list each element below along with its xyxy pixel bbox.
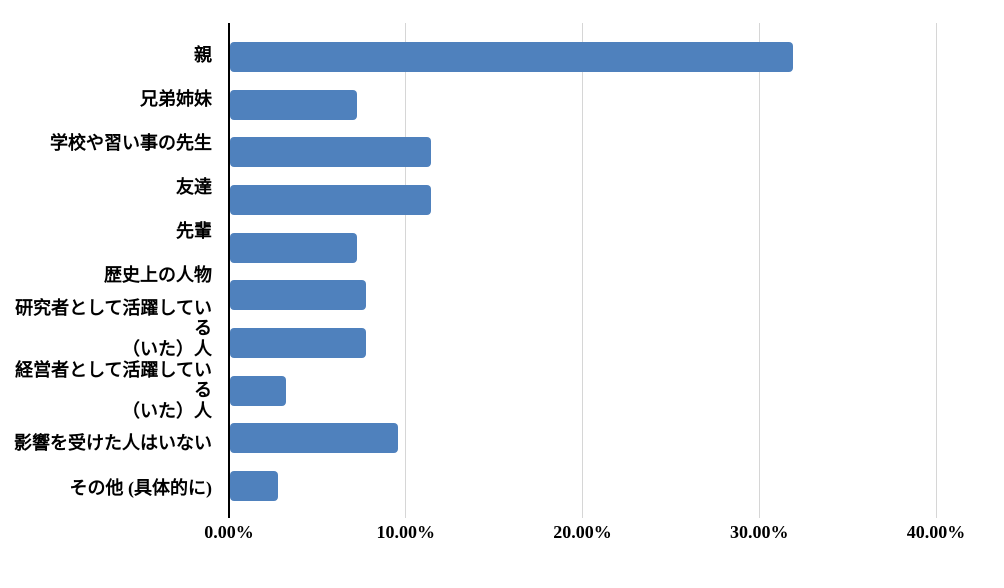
bar <box>230 423 398 454</box>
bar <box>230 375 287 406</box>
category-label: 影響を受けた人はいない <box>14 433 212 454</box>
category-label: 歴史上の人物 <box>104 265 212 286</box>
bar <box>230 280 366 311</box>
bar <box>230 232 358 263</box>
bar-row <box>230 176 936 224</box>
x-tick-label: 0.00% <box>204 522 254 542</box>
gridline <box>935 23 937 518</box>
bar-row <box>230 81 936 129</box>
bar-row <box>230 415 936 463</box>
bar-row <box>230 128 936 176</box>
bar <box>230 137 432 168</box>
gridline <box>758 23 760 518</box>
x-tick-label: 30.00% <box>730 522 789 542</box>
category-label: その他 (具体的に) <box>69 477 213 498</box>
category-labels: 親兄弟姉妹学校や習い事の先生友達先輩歴史上の人物研究者として活躍している （いた… <box>0 33 221 510</box>
category-label: 兄弟姉妹 <box>140 88 212 109</box>
category-label: 友達 <box>176 177 212 198</box>
x-tick-label: 20.00% <box>553 522 612 542</box>
bar-row <box>230 319 936 367</box>
x-axis-tick-labels: 0.00% 10.00% 20.00% 30.00% 40.00% <box>204 522 965 546</box>
bar-row <box>230 224 936 272</box>
bar-row <box>230 462 936 510</box>
bar-row <box>230 272 936 320</box>
bar <box>230 89 358 120</box>
bar <box>230 184 432 215</box>
bar-row <box>230 33 936 81</box>
y-axis-line <box>228 23 230 518</box>
bar <box>230 471 278 502</box>
bar-rows <box>230 33 936 510</box>
x-tick-label: 40.00% <box>906 522 966 542</box>
category-label: 親 <box>194 44 212 65</box>
bar <box>230 328 366 359</box>
category-label: 学校や習い事の先生 <box>50 132 212 153</box>
plot-area <box>228 23 937 518</box>
gridline <box>405 23 407 518</box>
bar <box>230 41 794 72</box>
x-tick-label: 10.00% <box>376 522 436 542</box>
gridline <box>582 23 583 518</box>
category-label: 先輩 <box>176 221 212 242</box>
category-label: 経営者として活躍している （いた）人 <box>15 359 212 422</box>
category-label: 研究者として活躍している （いた）人 <box>15 297 212 360</box>
bar-row <box>230 367 936 415</box>
